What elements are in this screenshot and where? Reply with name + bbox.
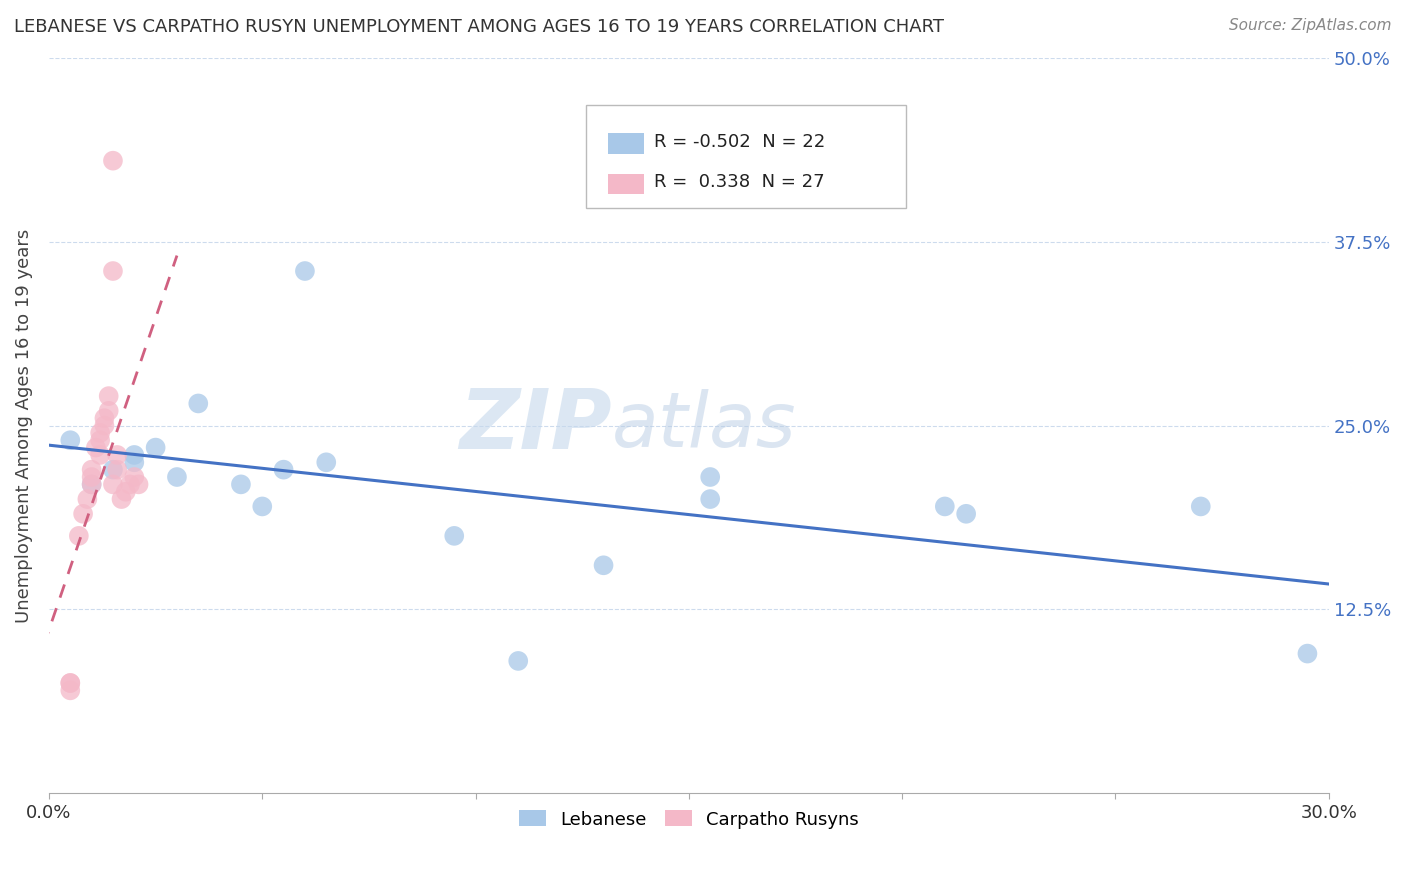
Point xyxy=(67,529,90,543)
Point xyxy=(166,470,188,484)
Point xyxy=(294,264,316,278)
Point xyxy=(128,477,150,491)
Y-axis label: Unemployment Among Ages 16 to 19 years: Unemployment Among Ages 16 to 19 years xyxy=(15,228,32,623)
Point xyxy=(59,683,82,698)
Point xyxy=(105,448,128,462)
Point xyxy=(101,477,124,491)
Point xyxy=(80,477,103,491)
Point xyxy=(124,455,146,469)
Point xyxy=(93,418,115,433)
Point xyxy=(124,470,146,484)
Bar xyxy=(609,174,644,194)
Text: Source: ZipAtlas.com: Source: ZipAtlas.com xyxy=(1229,18,1392,33)
Point xyxy=(80,477,103,491)
Point xyxy=(101,463,124,477)
Point xyxy=(97,389,120,403)
Point xyxy=(955,507,977,521)
Point xyxy=(508,654,530,668)
Point xyxy=(315,455,337,469)
Point xyxy=(934,500,956,514)
Point xyxy=(187,396,209,410)
Point xyxy=(59,676,82,690)
Text: R = -0.502  N = 22: R = -0.502 N = 22 xyxy=(654,133,825,152)
Point xyxy=(76,492,98,507)
Point xyxy=(101,264,124,278)
Point xyxy=(89,448,111,462)
Point xyxy=(110,492,132,507)
Point xyxy=(124,448,146,462)
Point xyxy=(592,558,614,573)
Point xyxy=(252,500,274,514)
Point xyxy=(59,676,82,690)
Point xyxy=(229,477,252,491)
Point xyxy=(145,441,167,455)
Point xyxy=(80,463,103,477)
Point xyxy=(101,153,124,168)
FancyBboxPatch shape xyxy=(586,105,907,209)
Legend: Lebanese, Carpatho Rusyns: Lebanese, Carpatho Rusyns xyxy=(512,803,866,836)
Point xyxy=(80,470,103,484)
Point xyxy=(699,470,721,484)
Point xyxy=(97,404,120,418)
Point xyxy=(1296,647,1319,661)
Point xyxy=(1189,500,1212,514)
Text: atlas: atlas xyxy=(612,389,797,463)
Text: LEBANESE VS CARPATHO RUSYN UNEMPLOYMENT AMONG AGES 16 TO 19 YEARS CORRELATION CH: LEBANESE VS CARPATHO RUSYN UNEMPLOYMENT … xyxy=(14,18,943,36)
Text: ZIP: ZIP xyxy=(460,385,612,466)
Point xyxy=(114,484,136,499)
Bar xyxy=(609,134,644,154)
Point xyxy=(443,529,465,543)
Point xyxy=(273,463,295,477)
Point xyxy=(118,477,141,491)
Point xyxy=(89,434,111,448)
Point xyxy=(89,425,111,440)
Point xyxy=(93,411,115,425)
Text: R =  0.338  N = 27: R = 0.338 N = 27 xyxy=(654,173,825,192)
Point xyxy=(84,441,107,455)
Point xyxy=(59,434,82,448)
Point xyxy=(105,463,128,477)
Point xyxy=(699,492,721,507)
Point xyxy=(72,507,94,521)
